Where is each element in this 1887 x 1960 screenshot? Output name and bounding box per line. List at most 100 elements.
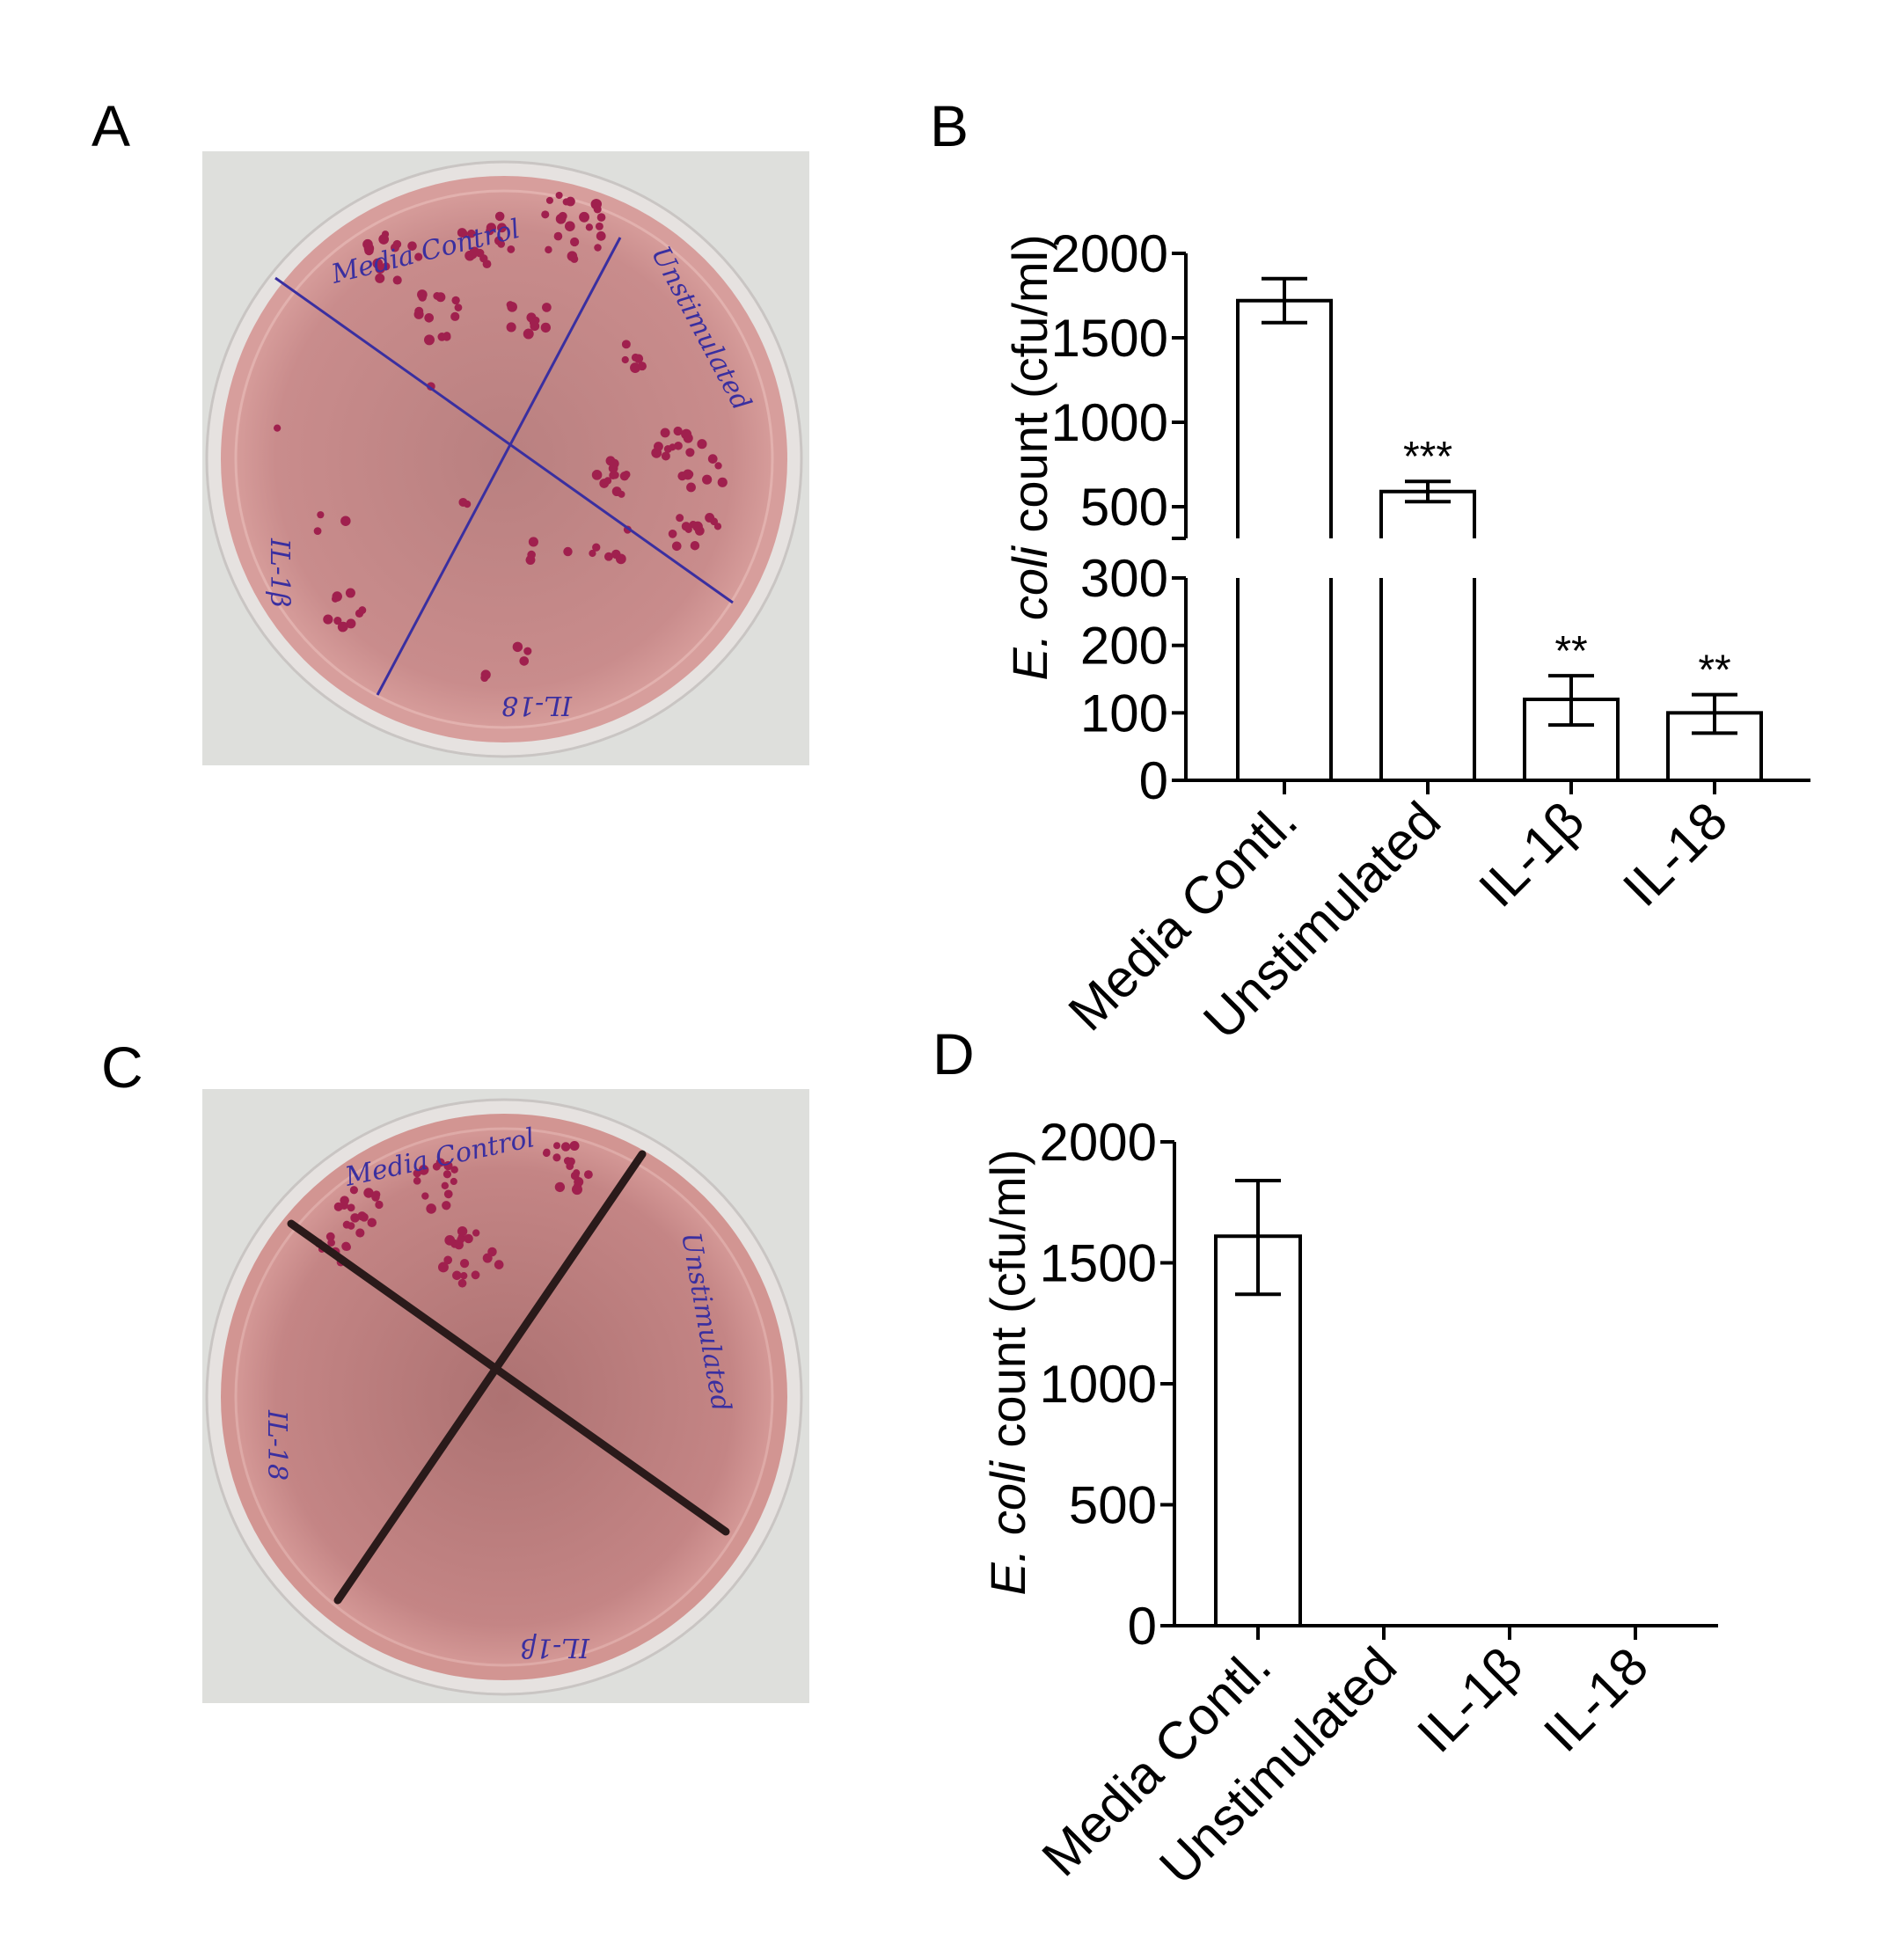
colony <box>605 456 616 466</box>
colony <box>689 520 698 529</box>
colony <box>451 296 460 305</box>
y-tick-label: 300 <box>1080 549 1168 608</box>
colony <box>363 243 375 254</box>
colony <box>371 1193 380 1202</box>
colony <box>457 1225 468 1237</box>
colony <box>464 1233 473 1244</box>
colony <box>555 191 563 200</box>
colony <box>596 230 606 241</box>
plate-label-il1b: IL-1β <box>264 538 295 607</box>
colony <box>437 1262 449 1273</box>
plate-label-il18: IL-18 <box>501 690 573 720</box>
colony <box>596 213 606 222</box>
petri-dish-photo-a: Media Control Unstimulated IL-1β IL-18 <box>202 151 809 765</box>
colony <box>541 210 550 219</box>
colony <box>443 1255 453 1265</box>
colony <box>457 1278 467 1288</box>
colony <box>530 321 540 332</box>
colony <box>569 237 580 247</box>
colony <box>594 244 602 252</box>
colony <box>363 1188 374 1198</box>
colony <box>424 312 435 323</box>
colony <box>472 1229 480 1237</box>
colony <box>355 1228 365 1238</box>
colony <box>454 1240 464 1250</box>
chart-d: E. coli count (cfu/ml) 0500100015002000M… <box>980 1113 1718 1896</box>
colony <box>599 479 610 488</box>
colony <box>660 428 670 438</box>
colony <box>554 1181 566 1193</box>
colony <box>413 1176 421 1185</box>
chart-b: E. coli count (cfu/ml) 500 1000 1500 2000 0 1… <box>1002 224 1810 1050</box>
colony <box>555 213 567 224</box>
colony <box>631 353 640 362</box>
colony <box>707 454 718 464</box>
colony <box>676 514 684 523</box>
significance-marker: ** <box>1698 647 1730 694</box>
colony <box>390 243 399 252</box>
divider-line <box>333 1150 647 1605</box>
colony <box>274 424 282 432</box>
colony <box>545 245 552 254</box>
colony <box>317 511 325 519</box>
colony <box>346 618 356 629</box>
colony <box>677 472 687 481</box>
colony <box>347 1222 355 1230</box>
y-tick-label: 1000 <box>1040 1355 1157 1414</box>
colony <box>621 355 629 364</box>
colony <box>347 1203 355 1212</box>
bar-lower-part <box>1236 578 1333 780</box>
colony <box>426 1203 436 1214</box>
y-tick-label: 100 <box>1080 684 1168 742</box>
colony <box>717 477 728 487</box>
colony <box>487 1247 497 1257</box>
colony <box>442 1170 452 1179</box>
y-axis-label-rest: count (cfu/ml) <box>980 1149 1035 1461</box>
colony <box>528 537 538 547</box>
colony <box>542 303 552 312</box>
significance-marker: *** <box>1403 434 1452 480</box>
colony <box>460 1272 468 1280</box>
colony <box>450 1177 457 1186</box>
y-tick-label: 0 <box>1139 751 1168 810</box>
plate-label-il1b: IL-1β <box>521 1632 590 1663</box>
y-tick-label: 1500 <box>1051 309 1168 368</box>
colony <box>630 362 640 373</box>
colony <box>611 549 621 559</box>
colony <box>418 1165 429 1175</box>
agar <box>234 189 774 729</box>
colony <box>690 540 700 551</box>
colony <box>523 647 532 655</box>
colony <box>553 231 563 241</box>
colony <box>569 1140 580 1152</box>
colony <box>579 211 589 223</box>
colony <box>454 304 463 311</box>
colony <box>421 1192 429 1200</box>
colony <box>392 275 402 285</box>
colony <box>349 1186 358 1195</box>
colony <box>452 1270 462 1281</box>
y-axis-label: E. coli count (cfu/ml) <box>1002 234 1057 680</box>
colony <box>313 527 322 536</box>
colony <box>571 1184 582 1196</box>
colony <box>697 439 707 450</box>
panel-label-b: B <box>930 93 969 158</box>
colony <box>375 1200 384 1210</box>
colony <box>443 1160 453 1171</box>
colony <box>552 1153 561 1162</box>
colony <box>343 1243 351 1251</box>
colony <box>714 462 722 470</box>
colony <box>611 471 619 479</box>
divider-line <box>376 237 622 696</box>
colony <box>661 451 670 461</box>
colony <box>494 211 505 222</box>
y-tick-label: 1500 <box>1040 1234 1157 1293</box>
colony <box>686 482 696 493</box>
colony <box>494 1260 504 1269</box>
colony <box>375 273 385 283</box>
colony <box>424 334 435 346</box>
y-axis-label-italic: E. coli <box>980 1460 1035 1596</box>
colony <box>589 549 596 558</box>
y-tick-label: 500 <box>1069 1476 1157 1535</box>
